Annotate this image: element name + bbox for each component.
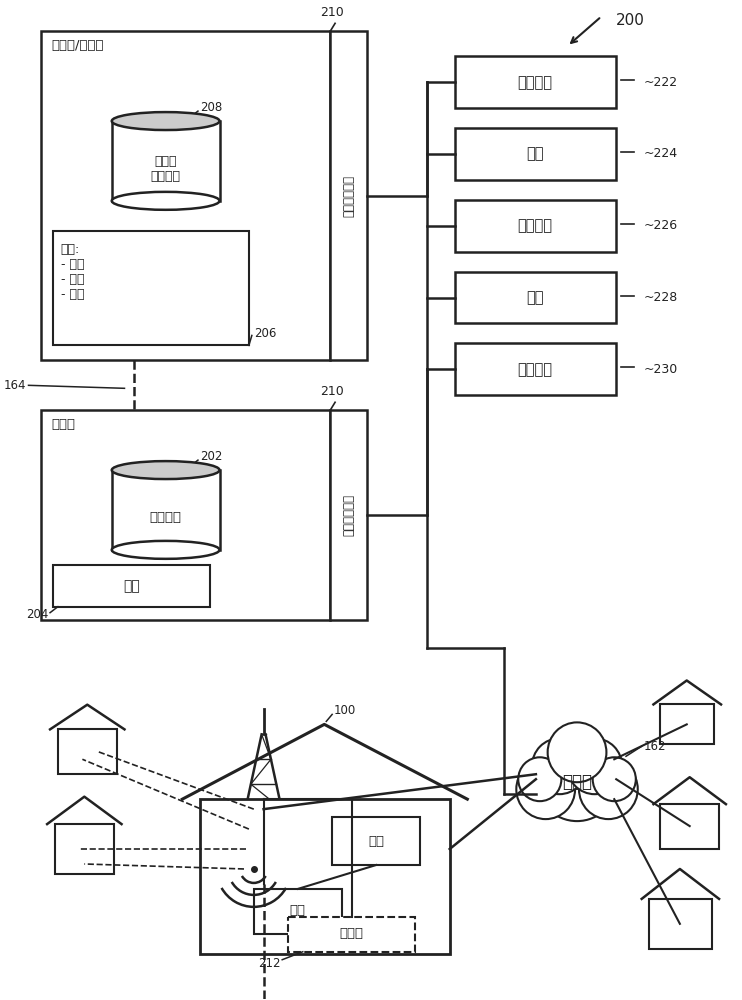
Text: ~222: ~222 [643,76,677,89]
Bar [649,899,712,949]
Text: 指挥台/合作方: 指挥台/合作方 [51,39,104,52]
Bar [660,704,714,744]
Bar [254,889,342,934]
Text: 210: 210 [321,385,344,398]
Text: 指挥台: 指挥台 [51,418,75,431]
Bar [42,31,330,360]
Bar [330,410,367,620]
Text: 164: 164 [4,379,27,392]
Text: 导出的
家庭数据: 导出的 家庭数据 [151,155,180,183]
Text: 学术机构: 学术机构 [517,218,552,233]
Circle shape [518,757,562,801]
Text: 政府: 政府 [526,146,544,161]
Text: 应用程序界面: 应用程序界面 [342,175,355,217]
Circle shape [532,738,587,794]
Circle shape [516,759,575,819]
Text: 引擎:
- 统计
- 推断
- 索引: 引擎: - 统计 - 推断 - 索引 [61,243,85,301]
Text: 100: 100 [334,704,356,717]
Bar [330,31,367,360]
Bar [42,410,330,620]
Text: 家庭数据: 家庭数据 [150,511,182,524]
Text: 162: 162 [643,740,666,753]
Bar [58,729,116,774]
Circle shape [579,759,638,819]
Text: ~228: ~228 [643,291,678,304]
Circle shape [593,757,636,801]
Text: ~226: ~226 [643,219,677,232]
Text: 设备: 设备 [290,904,306,917]
Circle shape [548,722,606,782]
Bar [332,817,420,865]
Text: 212: 212 [257,957,280,970]
Text: 慈善机构: 慈善机构 [517,75,552,90]
Text: ~230: ~230 [643,363,678,376]
Text: 服务: 服务 [123,579,139,593]
Text: 商业: 商业 [526,290,544,305]
Text: 公共设施: 公共设施 [517,362,552,377]
Text: 因特网: 因特网 [562,773,592,791]
Text: 集线器: 集线器 [340,927,364,940]
Bar [455,200,616,252]
Text: 208: 208 [200,101,222,114]
Text: 设备: 设备 [368,835,384,848]
Bar [660,804,719,849]
Bar [55,824,114,874]
Bar [200,799,450,954]
Bar [53,565,210,607]
Bar [53,231,249,345]
Ellipse shape [112,192,220,210]
Bar [112,121,220,201]
Ellipse shape [112,461,220,479]
Bar [455,343,616,395]
Bar [455,128,616,180]
Text: 202: 202 [200,450,223,463]
Ellipse shape [112,541,220,559]
Text: ~224: ~224 [643,147,677,160]
Bar [288,917,416,952]
Ellipse shape [112,112,220,130]
Text: 200: 200 [616,13,645,28]
Circle shape [567,738,622,794]
Text: 206: 206 [254,327,276,340]
Bar [455,56,616,108]
Bar [112,470,220,550]
Bar [455,272,616,323]
Circle shape [536,737,618,821]
Text: 210: 210 [321,6,344,19]
Text: 204: 204 [26,608,48,621]
Text: 应用程序界面: 应用程序界面 [342,494,355,536]
